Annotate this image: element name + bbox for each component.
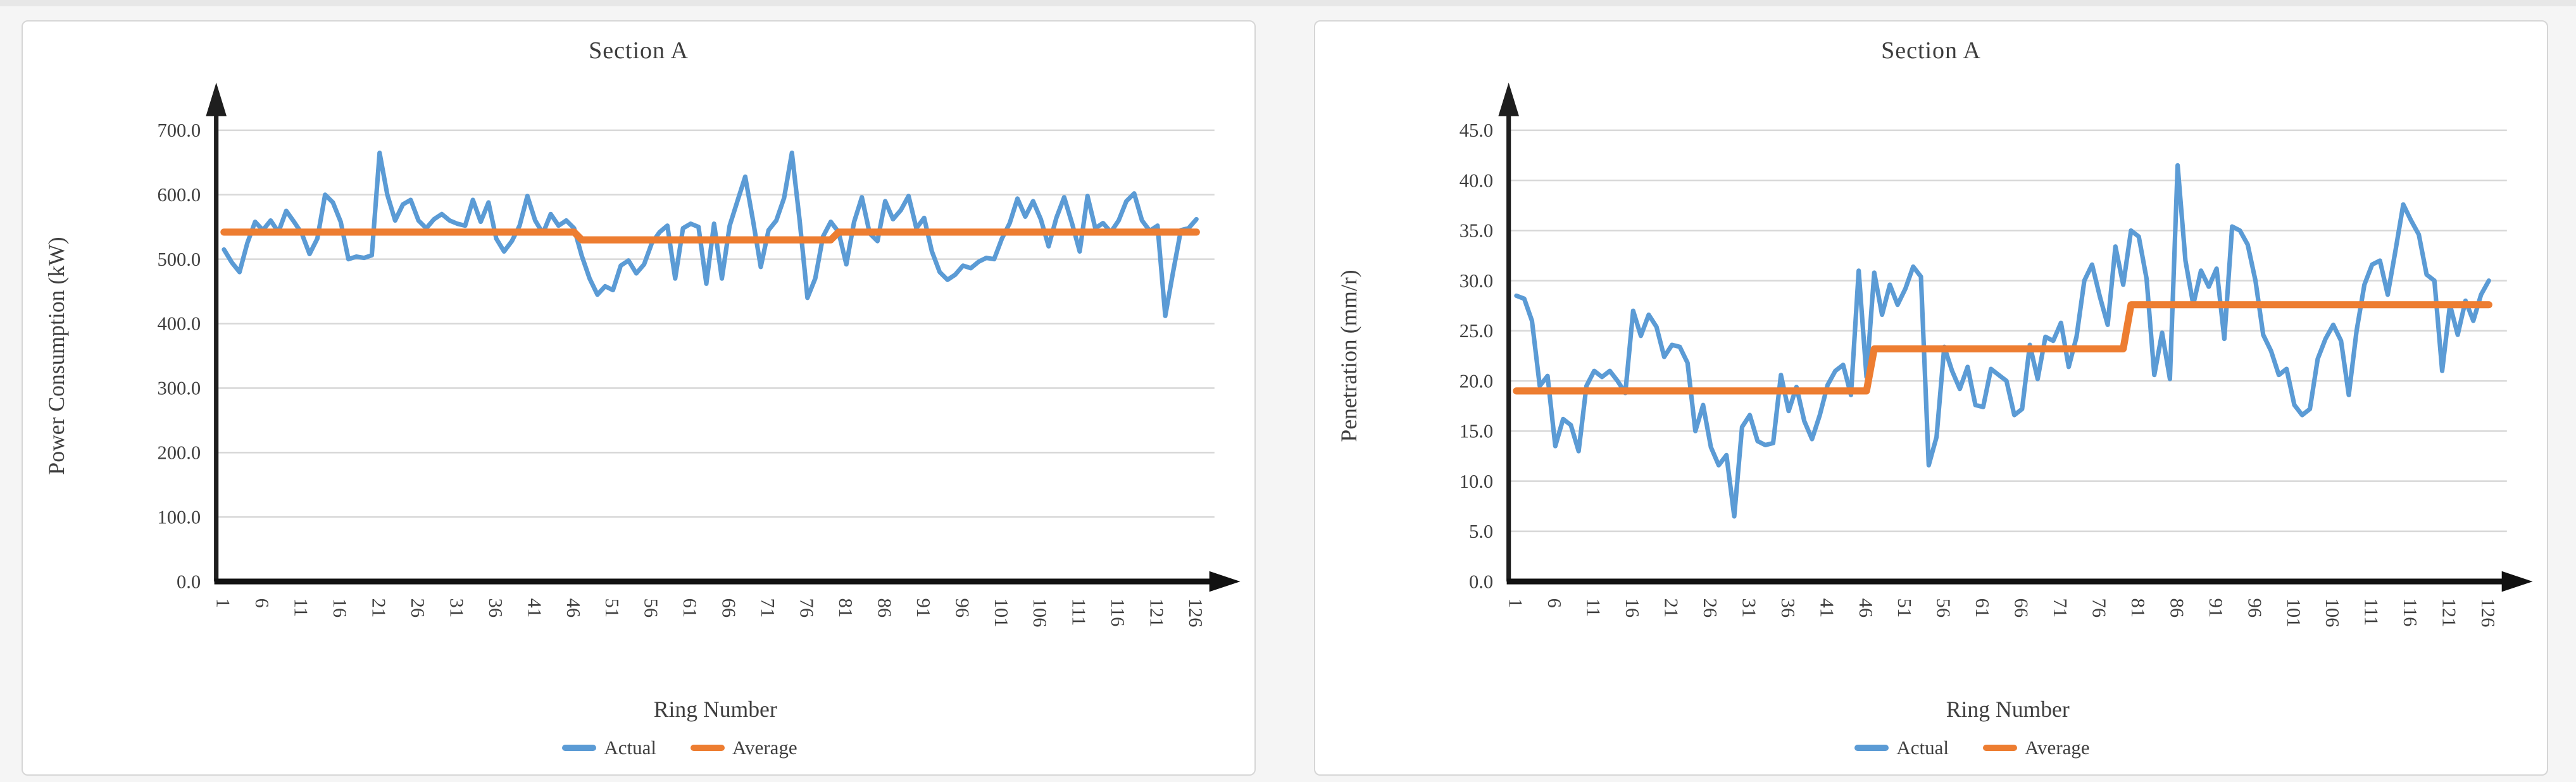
svg-text:51: 51 — [601, 599, 623, 618]
legend-label-actual: Actual — [1896, 736, 1949, 759]
svg-text:96: 96 — [951, 599, 973, 618]
svg-text:56: 56 — [1933, 599, 1954, 618]
average-series-swatch — [690, 744, 725, 751]
svg-text:36: 36 — [1777, 599, 1799, 618]
svg-text:10.0: 10.0 — [1460, 471, 1493, 492]
svg-text:56: 56 — [641, 599, 662, 618]
svg-text:76: 76 — [2089, 599, 2110, 618]
legend-item-actual: Actual — [562, 736, 656, 759]
svg-text:400.0: 400.0 — [157, 313, 201, 335]
legend-label-actual: Actual — [604, 736, 656, 759]
svg-text:700.0: 700.0 — [157, 120, 201, 141]
svg-text:66: 66 — [718, 599, 740, 618]
page-top-edge — [0, 0, 2576, 6]
svg-text:41: 41 — [1816, 599, 1837, 618]
svg-text:66: 66 — [2011, 599, 2032, 618]
chart-panel-power-consumption: Section A 0.0 100.0 200.0 300.0 400.0 500.0 60… — [22, 20, 1256, 776]
svg-text:121: 121 — [2439, 599, 2460, 628]
svg-text:31: 31 — [446, 599, 467, 618]
svg-text:111: 111 — [2361, 599, 2382, 626]
chart-title: Section A — [589, 37, 689, 64]
svg-text:300.0: 300.0 — [157, 378, 201, 399]
legend-item-average: Average — [690, 736, 797, 759]
svg-text:600.0: 600.0 — [157, 184, 201, 206]
svg-text:81: 81 — [835, 599, 856, 618]
legend: Actual Average — [23, 736, 1254, 759]
svg-text:26: 26 — [407, 599, 428, 618]
svg-text:101: 101 — [2283, 599, 2304, 628]
svg-text:11: 11 — [291, 599, 312, 617]
svg-text:126: 126 — [2477, 599, 2499, 628]
svg-text:36: 36 — [485, 599, 506, 618]
svg-text:46: 46 — [1855, 599, 1877, 618]
charts-row: Section A 0.0 100.0 200.0 300.0 400.0 500.0 60… — [0, 6, 2576, 782]
average-series-swatch — [1982, 744, 2017, 751]
svg-text:21: 21 — [368, 599, 390, 618]
svg-text:100.0: 100.0 — [157, 506, 201, 528]
svg-text:16: 16 — [1622, 599, 1643, 618]
svg-text:1: 1 — [213, 599, 234, 608]
svg-text:71: 71 — [2049, 599, 2071, 618]
penetration-line-chart: 0.05.010.015.020.025.030.035.040.045.01 6… — [1336, 82, 2533, 722]
legend-label-average: Average — [2024, 736, 2090, 759]
svg-text:200.0: 200.0 — [157, 442, 201, 463]
actual-series-swatch — [562, 744, 597, 751]
svg-text:111: 111 — [1068, 599, 1090, 626]
svg-text:16: 16 — [329, 599, 351, 618]
svg-text:101: 101 — [991, 599, 1012, 628]
svg-text:86: 86 — [2166, 599, 2187, 618]
svg-text:91: 91 — [2205, 599, 2227, 618]
svg-text:31: 31 — [1738, 599, 1760, 618]
svg-text:21: 21 — [1661, 599, 1682, 618]
chart-panel-penetration: Section A 0.0 5.0 10.0 15.0 20.0 25.0 30.0 35.0… — [1314, 20, 2548, 776]
svg-text:45.0: 45.0 — [1460, 120, 1493, 141]
svg-text:61: 61 — [1972, 599, 1993, 618]
svg-text:96: 96 — [2244, 599, 2265, 618]
svg-text:1: 1 — [1505, 599, 1527, 608]
svg-text:41: 41 — [523, 599, 545, 618]
svg-text:81: 81 — [2127, 599, 2149, 618]
svg-text:0.0: 0.0 — [1469, 571, 1493, 592]
svg-text:71: 71 — [757, 599, 778, 618]
svg-text:40.0: 40.0 — [1460, 170, 1493, 191]
svg-text:61: 61 — [679, 599, 701, 618]
legend-item-average: Average — [1982, 736, 2090, 759]
svg-text:25.0: 25.0 — [1460, 320, 1493, 342]
svg-text:Penetration (mm/r): Penetration (mm/r) — [1336, 270, 1361, 442]
chart-title: Section A — [1881, 37, 1981, 64]
svg-text:Power Consumption (kW): Power Consumption (kW) — [44, 237, 69, 475]
svg-text:26: 26 — [1699, 599, 1721, 618]
svg-text:91: 91 — [913, 599, 934, 618]
svg-text:106: 106 — [2322, 599, 2343, 628]
svg-text:35.0: 35.0 — [1460, 220, 1493, 242]
svg-text:0.0: 0.0 — [177, 571, 201, 592]
actual-series-swatch — [1854, 744, 1889, 751]
svg-text:126: 126 — [1185, 599, 1206, 628]
svg-text:116: 116 — [2399, 599, 2421, 627]
svg-text:Ring Number: Ring Number — [1946, 697, 2070, 722]
svg-text:15.0: 15.0 — [1460, 421, 1493, 442]
svg-text:5.0: 5.0 — [1469, 521, 1493, 542]
svg-text:46: 46 — [563, 599, 584, 618]
svg-text:106: 106 — [1029, 599, 1051, 628]
svg-text:86: 86 — [873, 599, 895, 618]
svg-text:Ring Number: Ring Number — [654, 697, 777, 722]
svg-text:11: 11 — [1583, 599, 1604, 617]
legend: Actual Average — [1315, 736, 2547, 759]
svg-text:30.0: 30.0 — [1460, 270, 1493, 292]
svg-text:121: 121 — [1146, 599, 1168, 628]
legend-label-average: Average — [732, 736, 797, 759]
svg-text:51: 51 — [1894, 599, 1915, 618]
legend-item-actual: Actual — [1854, 736, 1949, 759]
svg-text:6: 6 — [1544, 599, 1565, 608]
svg-text:20.0: 20.0 — [1460, 370, 1493, 392]
svg-text:76: 76 — [796, 599, 818, 618]
svg-text:116: 116 — [1107, 599, 1129, 627]
svg-text:6: 6 — [251, 599, 273, 608]
svg-text:500.0: 500.0 — [157, 249, 201, 270]
